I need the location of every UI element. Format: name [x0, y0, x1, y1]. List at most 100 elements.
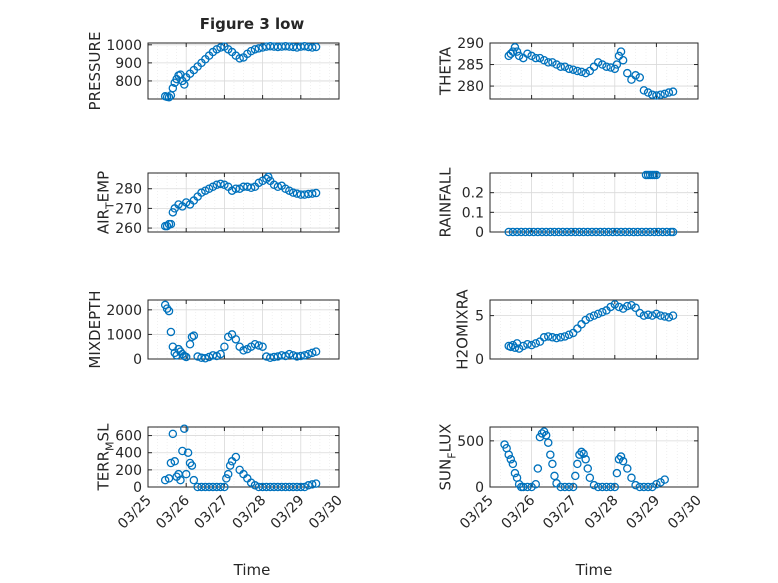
data-point	[510, 43, 520, 52]
data-point	[216, 482, 225, 492]
data-point	[231, 452, 241, 462]
data-point	[558, 227, 568, 237]
data-point	[225, 461, 235, 470]
data-point	[311, 42, 321, 52]
data-point	[579, 449, 588, 459]
data-point	[223, 469, 233, 479]
data-point	[166, 219, 176, 229]
data-point	[564, 64, 574, 74]
data-point	[662, 227, 672, 237]
data-point	[220, 482, 229, 492]
data-point	[573, 459, 582, 469]
data-point	[170, 457, 179, 466]
data-series	[160, 42, 321, 102]
data-point	[216, 349, 225, 359]
x-tick-label: 03/27	[540, 493, 580, 533]
data-point	[304, 481, 313, 490]
y-axis-label-part: SUN	[437, 459, 455, 491]
data-point	[581, 455, 590, 464]
data-point	[183, 448, 193, 457]
y-tick-label: 0	[133, 352, 142, 368]
y-axis-label-part: AIR	[95, 209, 113, 234]
data-point	[589, 480, 599, 490]
axes-box	[489, 299, 699, 360]
data-point	[585, 473, 595, 483]
data-point	[633, 227, 642, 237]
data-point	[250, 45, 260, 54]
y-tick-label: 200	[115, 463, 142, 479]
data-point	[585, 313, 595, 322]
data-point	[523, 339, 532, 349]
data-point	[311, 188, 321, 198]
data-point	[254, 341, 264, 350]
axes-box	[489, 42, 699, 100]
data-point	[231, 184, 241, 193]
data-point	[508, 227, 518, 237]
y-axis-label-part: EMP	[95, 171, 113, 202]
data-point	[506, 342, 516, 352]
data-point	[537, 227, 547, 237]
y-axis-label: AIRTEMP	[95, 171, 117, 234]
y-tick-label: 900	[115, 56, 142, 72]
data-point	[664, 88, 674, 97]
data-point	[579, 227, 588, 237]
data-point	[181, 469, 191, 479]
data-point	[543, 438, 553, 447]
data-point	[610, 482, 620, 492]
data-point	[525, 227, 534, 237]
data-point	[641, 227, 651, 237]
data-point	[614, 302, 624, 312]
data-point	[581, 315, 590, 325]
data-point	[181, 352, 191, 362]
data-point	[643, 310, 653, 319]
data-point	[591, 227, 601, 237]
data-point	[577, 447, 586, 457]
data-point	[612, 60, 622, 69]
subplot-bottom-right: 0 500 03/25 03/26 03/27 03/28 03/29 03/30 SUNFLU…	[437, 424, 705, 533]
y-axis-label: SUNFLUX	[437, 424, 459, 491]
data-point	[508, 340, 518, 350]
data-point	[164, 306, 174, 316]
data-point	[587, 227, 597, 237]
data-point	[548, 58, 557, 67]
data-point	[623, 464, 632, 473]
x-tick-label: 03/30	[665, 493, 705, 533]
data-point	[629, 227, 638, 237]
x-tick-label: 03/27	[191, 493, 231, 533]
data-point	[222, 474, 231, 483]
data-point	[560, 482, 570, 492]
data-point	[635, 73, 645, 82]
data-point	[645, 227, 655, 237]
axes-box	[489, 172, 699, 233]
data-point	[254, 44, 264, 53]
data-point	[610, 300, 620, 309]
data-point	[508, 47, 518, 56]
data-point	[623, 301, 632, 311]
data-point	[631, 71, 640, 80]
data-point	[543, 332, 553, 341]
data-point	[562, 227, 572, 237]
data-point	[231, 335, 241, 344]
data-point	[296, 351, 306, 361]
data-point	[602, 482, 611, 492]
data-point	[623, 68, 632, 78]
data-point	[577, 67, 586, 77]
data-series	[160, 300, 321, 363]
data-point	[216, 43, 225, 52]
data-point	[656, 311, 665, 320]
data-point	[533, 227, 543, 237]
data-point	[216, 179, 225, 189]
data-point	[568, 482, 578, 492]
data-point	[639, 482, 649, 492]
data-point	[189, 331, 199, 340]
data-point	[575, 227, 584, 237]
data-point	[583, 227, 593, 237]
y-tick-label: 500	[457, 434, 484, 450]
data-point	[635, 308, 645, 318]
y-tick-label: 2000	[106, 303, 142, 319]
y-axis-label: PRESSURE	[86, 32, 104, 111]
